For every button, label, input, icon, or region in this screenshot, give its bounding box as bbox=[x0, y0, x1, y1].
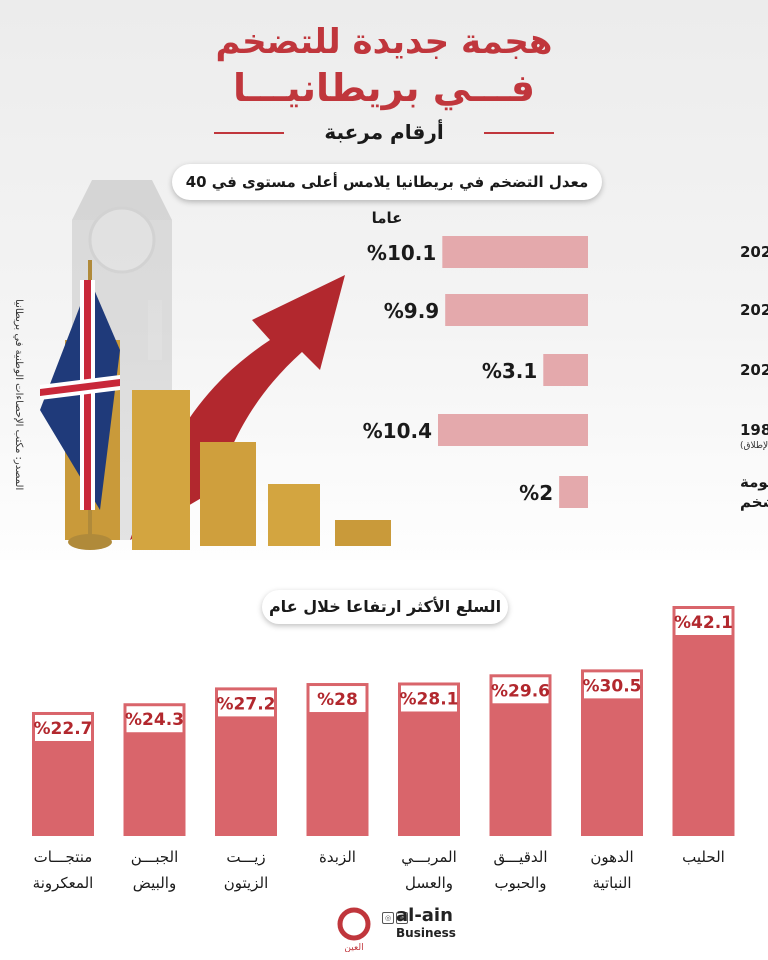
chart2-value-box bbox=[584, 672, 640, 699]
chart1-bar bbox=[543, 354, 588, 386]
illustration-scene bbox=[40, 180, 391, 550]
chart2-category-label: منتجـــات bbox=[34, 848, 93, 866]
chart2-category-label: الدهون bbox=[590, 848, 633, 866]
chart2-category-label: الحليب bbox=[682, 848, 725, 866]
subtitle-divider-right bbox=[484, 132, 554, 134]
chart2-category-label: النباتية bbox=[592, 874, 631, 892]
chart2-title-pill: السلع الأكثر ارتفاعا خلال عام bbox=[262, 590, 508, 624]
brand-name: al-ain bbox=[396, 905, 453, 926]
chart2-category-label: الزيتون bbox=[224, 874, 268, 892]
title-line2: فـــي بريطانيـــا bbox=[233, 66, 535, 110]
chart2-category-label: الجبـــن bbox=[131, 848, 179, 866]
chart2-category-label: زيـــت bbox=[226, 848, 265, 866]
chart2-value-label: %22.7 bbox=[34, 719, 93, 739]
chart1-value-label: %10.4 bbox=[363, 419, 432, 443]
chart2-bar bbox=[672, 606, 735, 836]
chart2-category-label: المعكرونة bbox=[33, 874, 94, 892]
al-ain-logo-icon: العين bbox=[337, 907, 371, 952]
subtitle-group: أرقام مرعبة bbox=[214, 116, 554, 150]
inflation-bar-chart: %10.1 سبتمبـــــر 2022 %9.9 أغسطس 2022 %3.1 س… bbox=[363, 236, 768, 511]
chart2-value-label: %24.3 bbox=[125, 710, 184, 730]
chart2-category-label: الدقيـــق bbox=[493, 848, 547, 866]
chart1-value-label: %9.9 bbox=[384, 299, 439, 323]
chart2-value-box bbox=[401, 685, 457, 712]
chart2-value-box bbox=[218, 690, 274, 717]
source-note: المصدر: مكتب الإحصاءات الوطنية في بريطان… bbox=[13, 298, 24, 490]
top-background bbox=[0, 0, 768, 590]
chart2-category-label: والحبوب bbox=[494, 874, 546, 892]
youtube-icon[interactable]: ▶ bbox=[396, 912, 408, 924]
chart2-value-label: %30.5 bbox=[583, 676, 642, 696]
chart2-value-box bbox=[492, 677, 549, 704]
chart1-category-label: أغسطس 2022 bbox=[740, 300, 768, 319]
chart1-bar bbox=[559, 476, 588, 508]
chart2-category-label: الزبدة bbox=[319, 848, 356, 866]
chart2-value-box bbox=[309, 686, 366, 713]
chart1-value-label: %2 bbox=[519, 481, 553, 505]
social-icons: ◎ ▶ bbox=[382, 912, 408, 924]
chart1-category-label: سبتمبـــــر 2022 bbox=[740, 243, 768, 261]
chart1-category-label: لمعدل التضخم bbox=[740, 493, 768, 511]
chart2-value-label: %42.1 bbox=[674, 613, 733, 633]
chart2-title: السلع الأكثر ارتفاعا خلال عام bbox=[268, 597, 502, 616]
chart1-category-note: (أعلى مستوى على الإطلاق) bbox=[740, 439, 768, 451]
chart2-value-label: %29.6 bbox=[491, 681, 550, 701]
chart1-bar bbox=[438, 414, 588, 446]
chart2-category-label: المربـــي bbox=[401, 848, 457, 867]
logo-text: العين bbox=[344, 943, 363, 952]
chart1-bar bbox=[442, 236, 588, 268]
chart2-value-label: %27.2 bbox=[217, 694, 276, 714]
chart1-category-label: فبرايـــــر 1982 bbox=[740, 421, 768, 439]
brand-sub: Business bbox=[396, 926, 456, 940]
chart1-bar bbox=[445, 294, 588, 326]
subtitle-divider-left bbox=[214, 132, 284, 134]
chart1-category-label: سبتمبـــــر 2021 bbox=[740, 361, 768, 379]
instagram-icon[interactable]: ◎ bbox=[382, 912, 394, 924]
chart1-category-label: هدف الحكومة bbox=[740, 473, 768, 491]
chart2-value-label: %28 bbox=[317, 690, 358, 710]
chart1-title: معدل التضخم في بريطانيا يلامس أعلى مستوى… bbox=[185, 173, 589, 227]
chart2-category-label: والعسل bbox=[405, 874, 453, 892]
uk-flag-icon bbox=[40, 260, 120, 550]
chart1-value-label: %10.1 bbox=[367, 241, 436, 265]
chart2-value-box bbox=[675, 609, 732, 635]
subtitle: أرقام مرعبة bbox=[324, 120, 444, 144]
chart2-category-label: والبيض bbox=[133, 874, 176, 892]
chart1-value-label: %3.1 bbox=[482, 359, 537, 383]
chart2-value-box bbox=[35, 714, 91, 741]
title-line1: هجمة جديدة للتضخم bbox=[215, 22, 553, 62]
chart2-value-box bbox=[126, 706, 183, 733]
chart1-title-pill: معدل التضخم في بريطانيا يلامس أعلى مستوى… bbox=[172, 164, 602, 227]
chart2-value-label: %28.1 bbox=[400, 689, 459, 709]
